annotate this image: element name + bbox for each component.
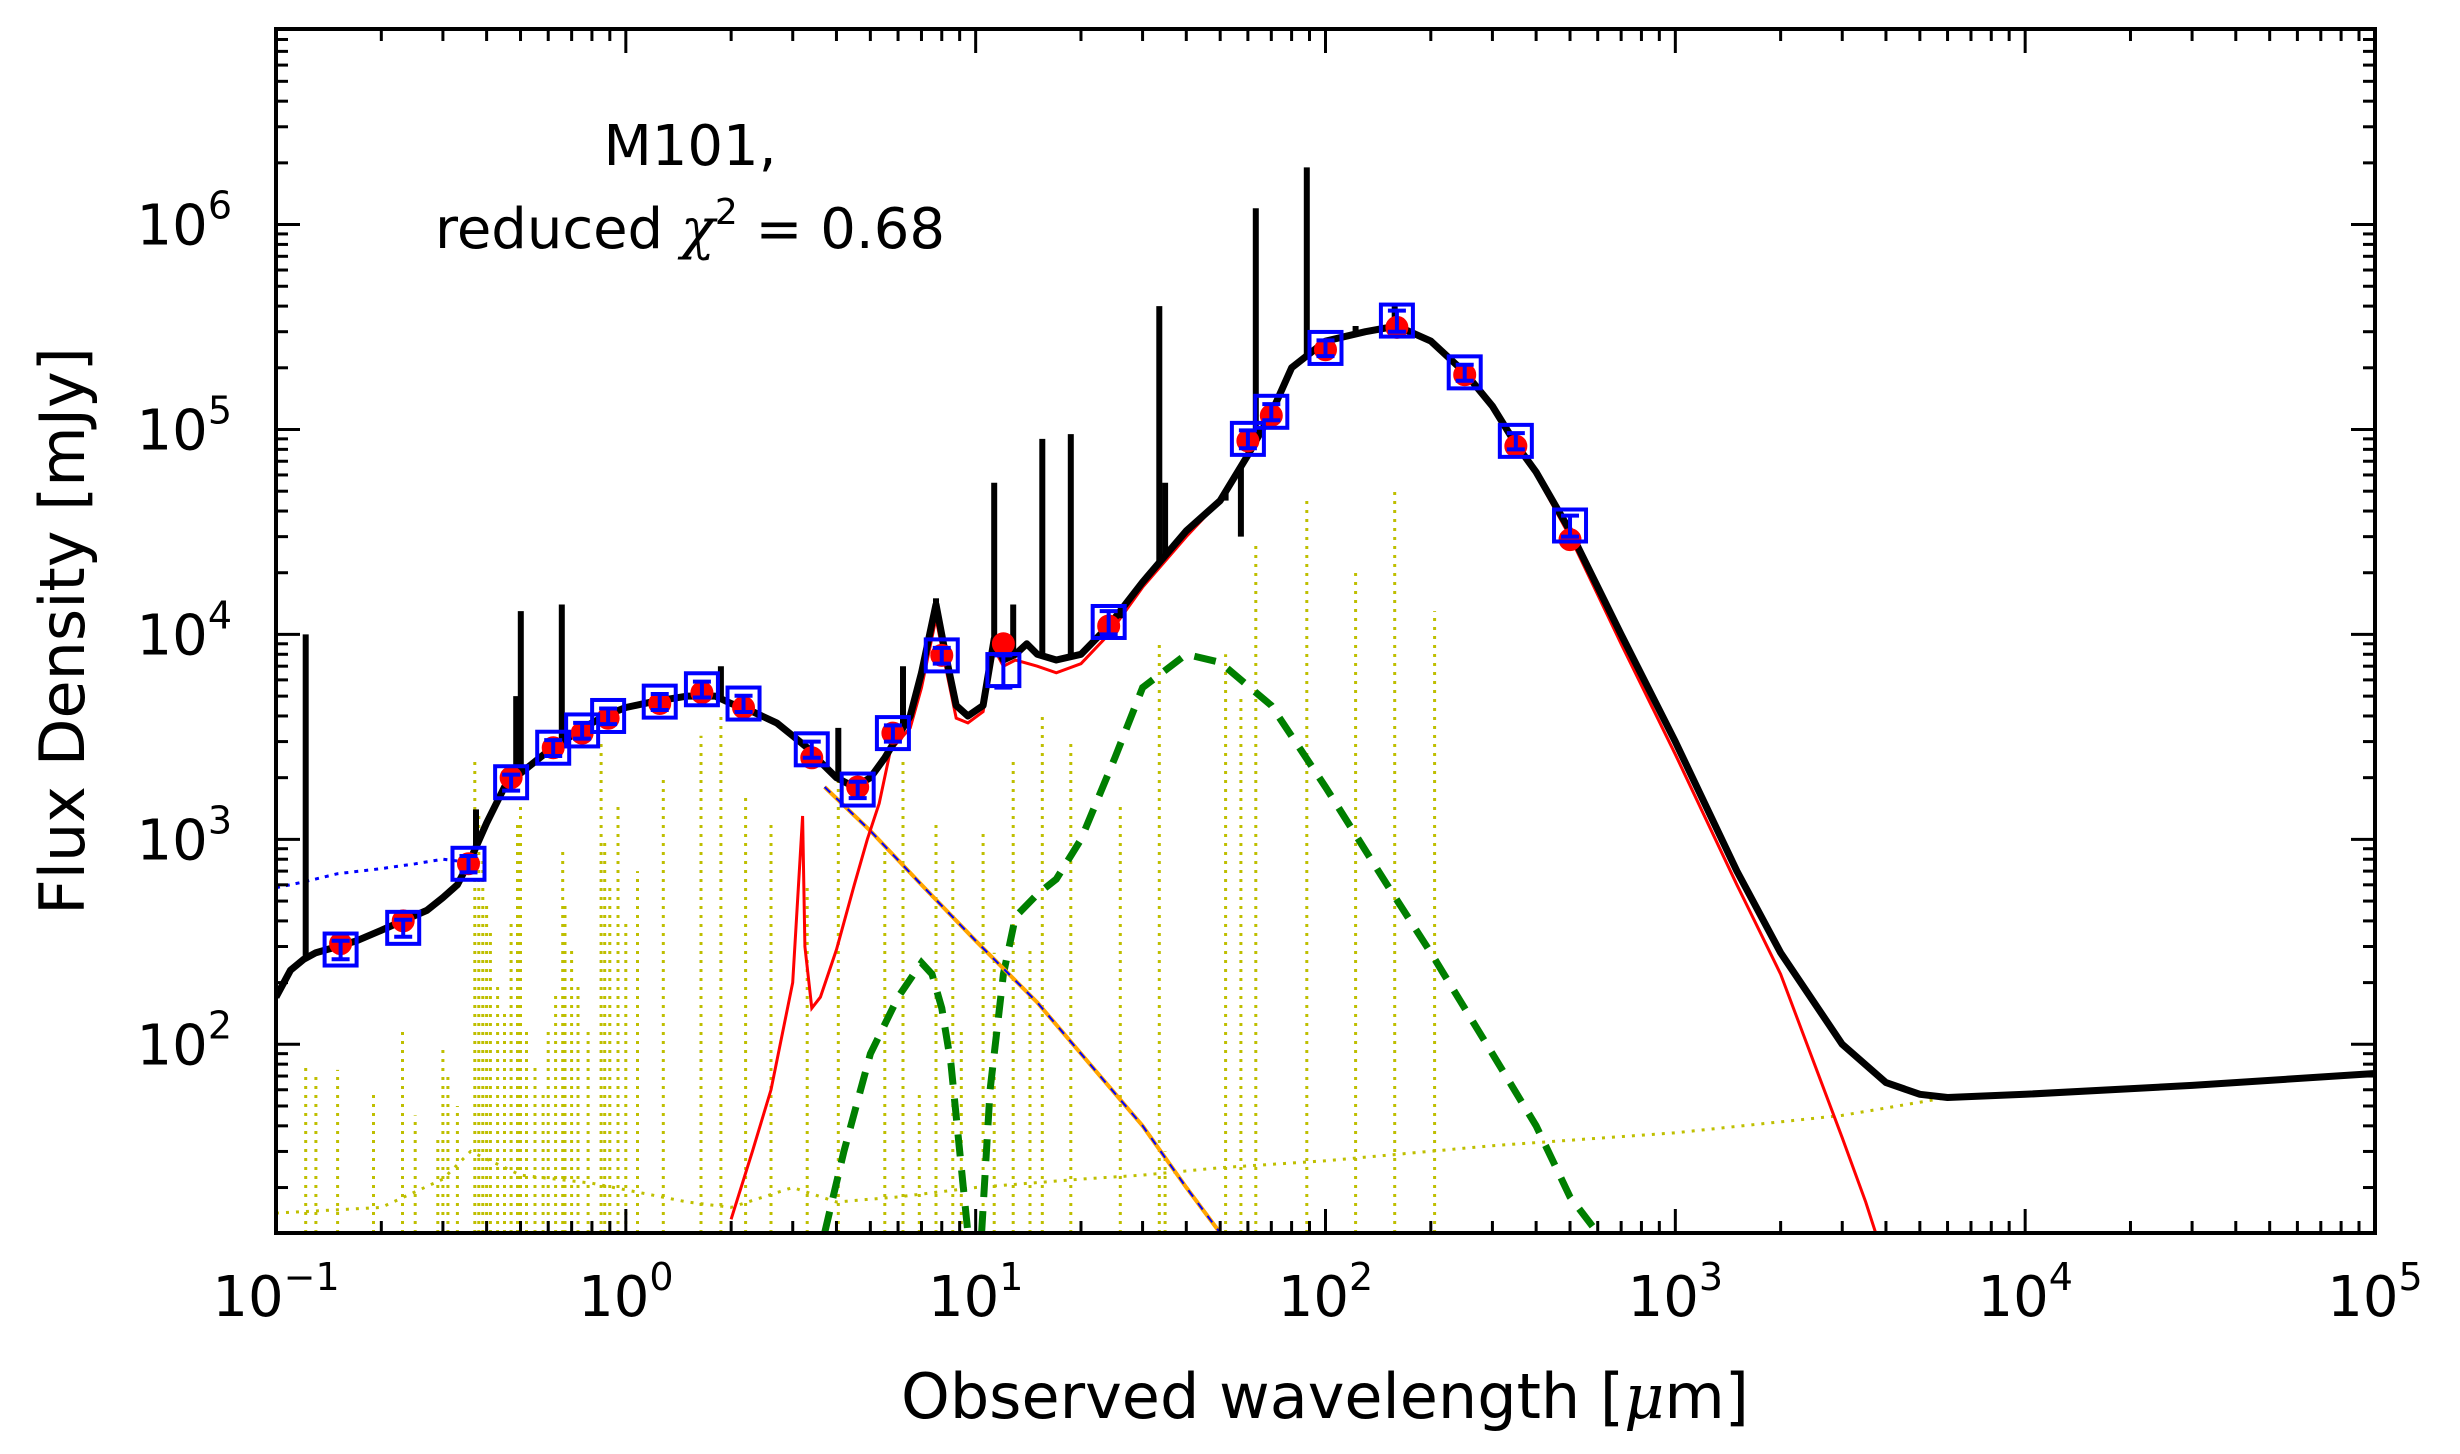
x-tick-label: 101 (928, 1255, 1023, 1330)
observed-point (1253, 393, 1290, 430)
annotation-line-2: reduced χ2 = 0.68 (435, 192, 945, 262)
synchrotron-overlay-line (823, 786, 1222, 1233)
y-tick-label: 103 (137, 798, 232, 873)
observed-point (1229, 420, 1266, 457)
observed-point (1497, 422, 1534, 459)
observed-point (322, 931, 359, 968)
observed-point (641, 683, 678, 720)
annotation-line-1: M101, (603, 114, 776, 179)
observed-flux-points (322, 302, 1589, 968)
model-flux-points (329, 315, 1582, 956)
dust-components-series (821, 650, 1601, 1233)
model-point (991, 632, 1015, 656)
observed-point (985, 652, 1022, 689)
nebular-continuum-series (276, 1096, 1948, 1215)
y-tick-label: 105 (137, 388, 232, 463)
y-tick-label: 104 (137, 593, 232, 668)
observed-point (1552, 507, 1589, 544)
observed-point (874, 715, 911, 752)
observed-point (450, 845, 487, 882)
observed-point (683, 671, 720, 708)
observed-point (839, 771, 876, 808)
observed-point (590, 697, 627, 734)
observed-point (1378, 302, 1415, 339)
x-tick-label: 105 (2327, 1255, 2422, 1330)
observed-point (1090, 603, 1127, 640)
x-tick-label: 103 (1628, 1255, 1723, 1330)
x-tick-label: 102 (1278, 1255, 1373, 1330)
dust-component-2-line (978, 650, 1601, 1233)
x-tick-label: 10−1 (212, 1255, 339, 1330)
tick-labels: 10−1 100 101 102 103 104 105 102 103 104 105 106 (137, 184, 2423, 1330)
x-axis-label: Observed wavelength [μm] (901, 1360, 1749, 1433)
observed-point (385, 909, 422, 946)
attenuated-stellar-line (729, 325, 1878, 1233)
observed-point (725, 685, 762, 722)
y-tick-label: 106 (137, 184, 232, 259)
plot-frame (274, 27, 2377, 1235)
observed-point (793, 731, 830, 768)
x-tick-label: 100 (578, 1255, 673, 1330)
observed-point (1307, 329, 1344, 366)
observed-point (1446, 354, 1483, 391)
y-axis-label: Flux Density [mJy] (26, 347, 99, 915)
synchrotron-series (823, 785, 1222, 1233)
y-tick-label: 102 (137, 1003, 232, 1078)
x-tick-label: 104 (1977, 1255, 2072, 1330)
total-model-series (276, 167, 2375, 1101)
attenuated-stellar-series (729, 325, 1878, 1233)
observed-point (493, 764, 530, 801)
dust-component-1-line (821, 957, 972, 1233)
observed-point (923, 637, 960, 674)
nebular-continuum-line (276, 1096, 1948, 1215)
